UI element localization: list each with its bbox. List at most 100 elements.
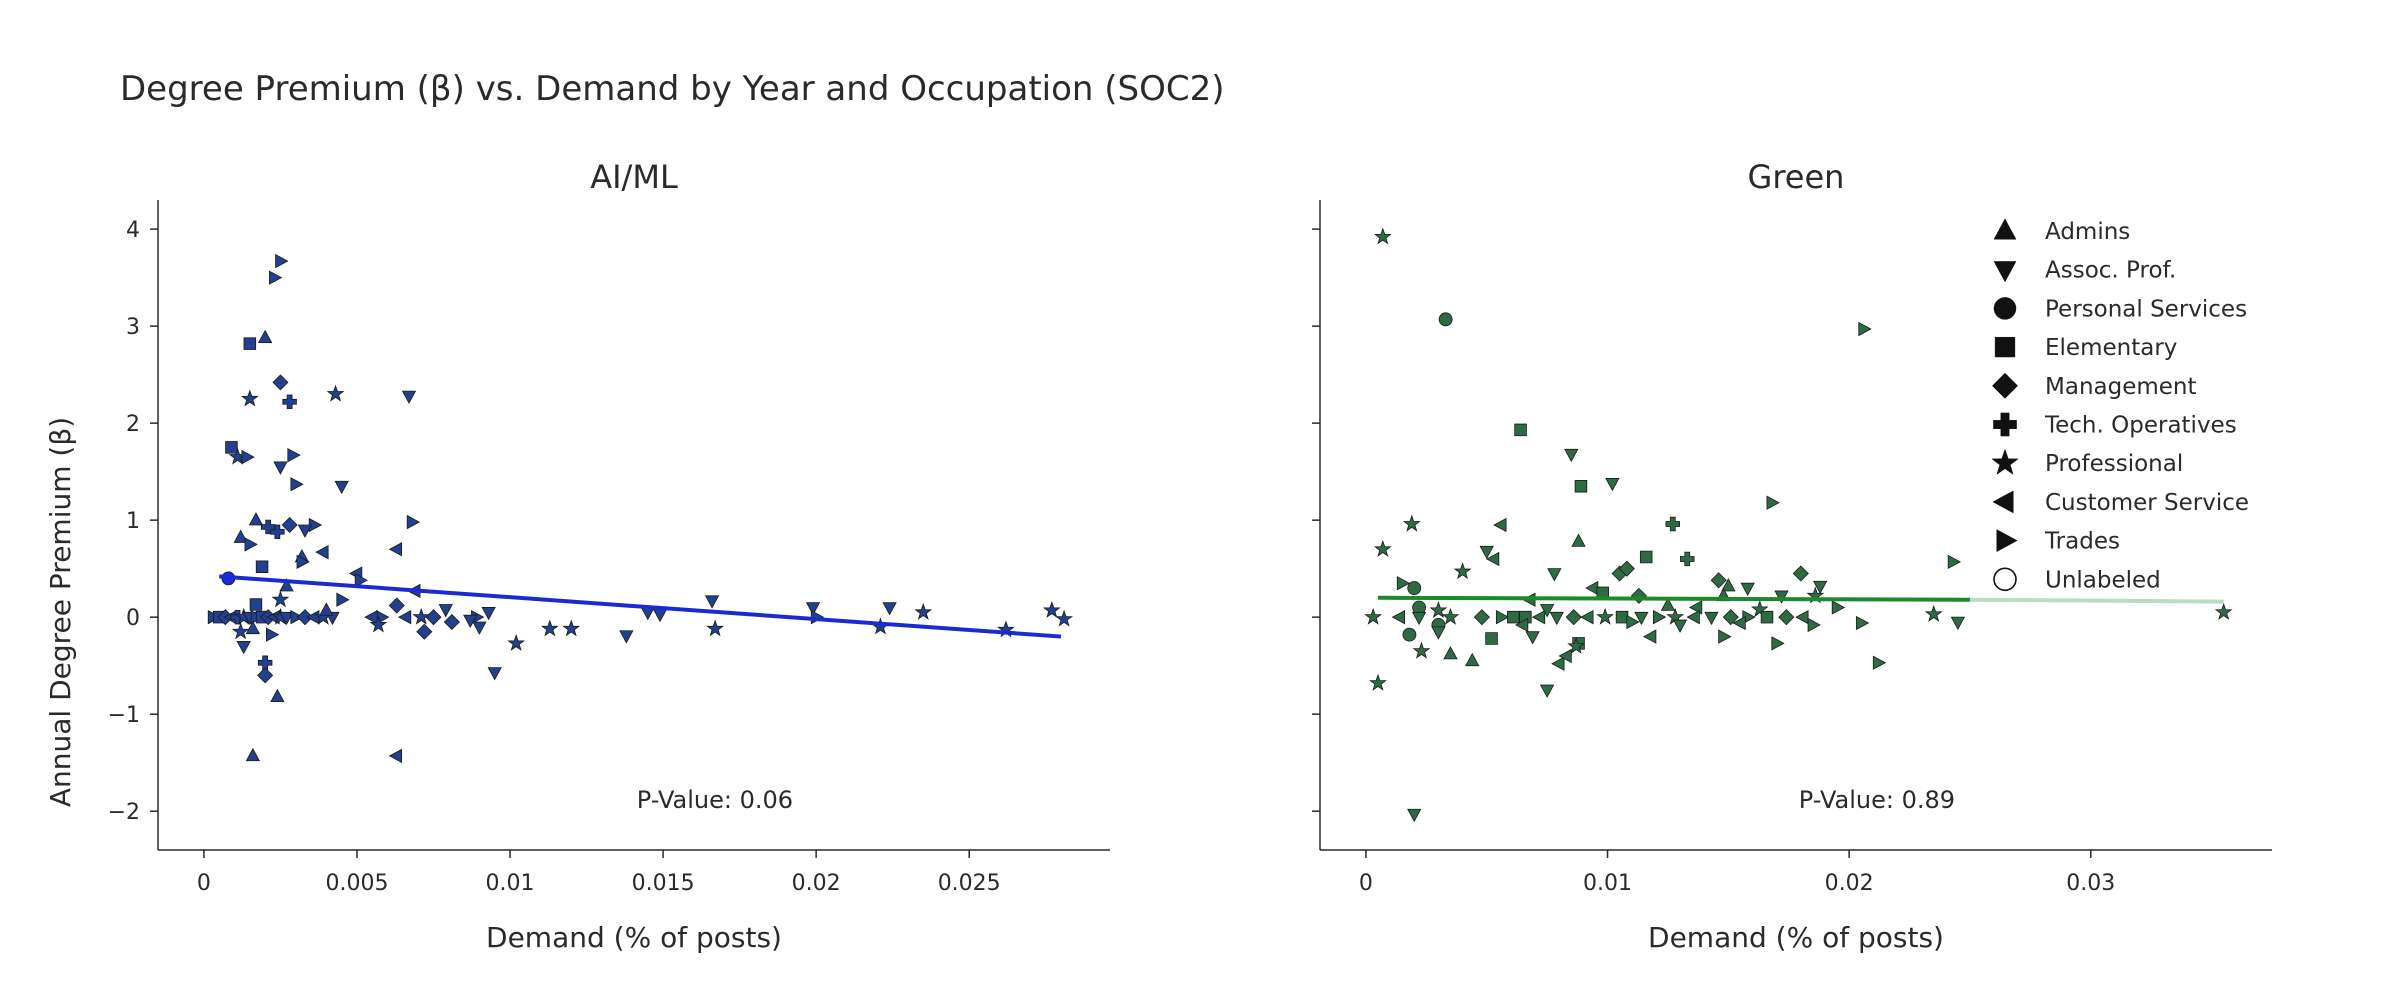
data-point [354, 573, 369, 588]
data-point [1549, 611, 1564, 626]
data-point [507, 634, 526, 651]
data-point [805, 602, 821, 616]
data-point [1680, 551, 1695, 567]
data-point [472, 621, 487, 635]
data-point [1950, 616, 1966, 631]
data-point [1558, 648, 1572, 664]
data-point [244, 537, 258, 552]
data-point [1732, 615, 1746, 631]
data-point [1567, 636, 1586, 654]
data-point [1407, 581, 1422, 595]
data-point [1441, 607, 1460, 625]
data-point [282, 394, 297, 410]
data-point [336, 592, 350, 607]
data-point [1639, 550, 1653, 564]
data-point [1704, 611, 1719, 626]
data-point [257, 655, 273, 670]
data-point [1411, 611, 1427, 626]
x-tick-label: 0.02 [1825, 871, 1874, 896]
data-point [243, 337, 257, 350]
data-point [1585, 580, 1599, 596]
data-point [481, 607, 496, 621]
data-point [1626, 614, 1640, 630]
x-tick-label: 0.03 [2066, 871, 2115, 896]
data-point [1551, 656, 1565, 671]
data-point [1947, 554, 1962, 570]
data-point [1766, 495, 1780, 510]
x-axis-title: Demand (% of posts) [1648, 921, 1944, 954]
x-tick-label: 0 [197, 871, 211, 896]
data-point [438, 604, 453, 618]
data-point [562, 619, 581, 637]
data-point [1485, 632, 1498, 645]
data-point [1396, 576, 1411, 591]
data-point [315, 544, 329, 560]
data-point [1771, 636, 1785, 651]
legend-symbol-circle [1993, 297, 2017, 320]
data-point [1795, 609, 1809, 625]
data-point [1402, 627, 1417, 642]
legend-symbol-triangle-right [1996, 529, 2018, 553]
data-point [1539, 604, 1555, 618]
data-point [416, 623, 433, 640]
data-point [1596, 607, 1614, 625]
data-point [271, 590, 290, 608]
legend-label: Tech. Operatives [2044, 413, 2237, 439]
y-tick-label: 2 [126, 412, 140, 437]
data-point [882, 602, 897, 616]
data-point [1924, 604, 1943, 622]
data-point [1565, 609, 1582, 626]
legend-label: Assoc. Prof. [2045, 258, 2176, 284]
data-point [1443, 646, 1458, 660]
data-point [1872, 655, 1887, 670]
data-point [652, 608, 668, 623]
data-point [290, 477, 304, 492]
data-point [1778, 609, 1795, 626]
data-point [297, 524, 313, 538]
data-point [1618, 560, 1635, 577]
data-point [540, 619, 559, 637]
data-point [1571, 533, 1586, 547]
data-point [1605, 478, 1620, 492]
y-tick-label: 3 [126, 315, 140, 340]
p-value-annotation: P-Value: 0.06 [637, 786, 793, 814]
data-point [290, 609, 304, 625]
data-point [319, 602, 334, 616]
data-point [1742, 609, 1756, 625]
data-point [706, 619, 725, 637]
data-point [296, 609, 313, 626]
data-point [1429, 601, 1448, 618]
data-point [1564, 448, 1579, 463]
data-point [1479, 545, 1494, 560]
data-point [1438, 312, 1453, 327]
data-point [463, 614, 478, 629]
data-point [1812, 580, 1828, 595]
legend-symbol-triangle-up [1993, 218, 2017, 240]
data-point [1750, 600, 1769, 617]
data-point [1710, 572, 1727, 589]
data-point [326, 384, 345, 402]
data-point [225, 441, 238, 454]
x-tick-label: 0 [1359, 871, 1373, 896]
data-point [1042, 601, 1061, 618]
data-point [245, 747, 261, 762]
data-point [388, 597, 405, 614]
data-point [257, 667, 274, 684]
data-point [1615, 610, 1629, 624]
data-point [1580, 609, 1594, 625]
data-point [1660, 597, 1676, 611]
data-point [1453, 562, 1472, 580]
data-point [487, 667, 502, 681]
data-point [245, 620, 261, 635]
data-point [406, 514, 421, 530]
data-point [704, 595, 720, 609]
data-point [1495, 609, 1510, 625]
data-point [1688, 600, 1703, 615]
legend-label: Elementary [2045, 335, 2177, 361]
x-tick-label: 0.01 [1583, 871, 1632, 896]
data-point [425, 609, 442, 626]
data-point [248, 512, 264, 526]
data-point [1634, 611, 1649, 626]
y-tick-label: −2 [108, 800, 140, 825]
